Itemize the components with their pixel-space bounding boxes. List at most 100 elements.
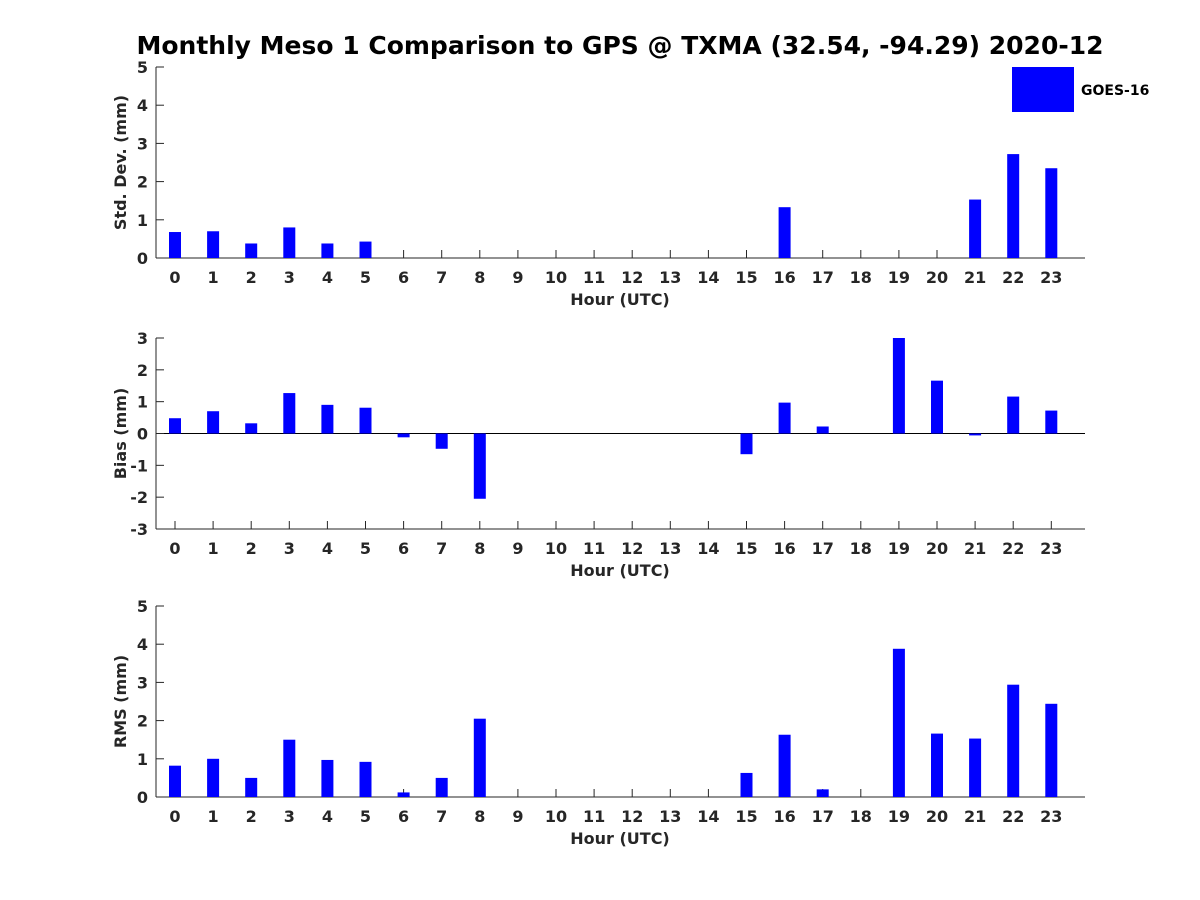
x-tick-label: 2 — [246, 539, 257, 558]
x-tick-label: 4 — [322, 268, 333, 287]
bar — [778, 402, 791, 434]
bar — [435, 433, 448, 449]
bar — [892, 648, 905, 797]
y-tick-label: 5 — [137, 58, 148, 77]
x-tick-label: 10 — [545, 807, 567, 826]
bar — [283, 739, 296, 797]
x-tick-label: 17 — [812, 807, 834, 826]
bar — [1045, 410, 1058, 434]
x-axis-label: Hour (UTC) — [570, 561, 670, 580]
x-tick-label: 15 — [735, 807, 757, 826]
bar — [359, 761, 372, 797]
x-tick-label: 16 — [773, 539, 795, 558]
x-tick-label: 20 — [926, 807, 948, 826]
x-tick-label: 14 — [697, 268, 719, 287]
x-tick-label: 23 — [1040, 807, 1062, 826]
bar — [931, 733, 943, 797]
x-tick-label: 0 — [169, 539, 180, 558]
x-tick-label: 0 — [169, 807, 180, 826]
chart-title: Monthly Meso 1 Comparison to GPS @ TXMA … — [136, 31, 1103, 60]
bar — [283, 227, 296, 258]
x-tick-label: 0 — [169, 268, 180, 287]
y-tick-label: 2 — [137, 361, 148, 380]
x-tick-label: 6 — [398, 807, 409, 826]
x-tick-label: 5 — [360, 268, 371, 287]
bar — [1045, 703, 1058, 797]
y-tick-label: 0 — [137, 788, 148, 807]
x-tick-label: 6 — [398, 268, 409, 287]
bar — [359, 241, 372, 258]
bar — [892, 338, 905, 434]
x-tick-label: 21 — [964, 539, 986, 558]
y-tick-label: 3 — [137, 329, 148, 348]
y-axis-label: RMS (mm) — [111, 655, 130, 748]
x-tick-label: 8 — [474, 539, 485, 558]
x-tick-label: 1 — [208, 268, 219, 287]
x-tick-label: 14 — [697, 539, 719, 558]
bar — [359, 407, 372, 434]
bar — [207, 411, 220, 434]
bar — [816, 789, 829, 797]
x-tick-label: 12 — [621, 807, 643, 826]
x-tick-label: 7 — [436, 539, 447, 558]
bar — [473, 433, 486, 499]
x-tick-label: 9 — [512, 807, 523, 826]
x-tick-label: 12 — [621, 268, 643, 287]
bar — [931, 380, 943, 434]
x-axis-label: Hour (UTC) — [570, 290, 670, 309]
x-tick-label: 11 — [583, 807, 605, 826]
x-tick-label: 7 — [436, 807, 447, 826]
x-tick-label: 21 — [964, 268, 986, 287]
x-tick-label: 14 — [697, 807, 719, 826]
y-tick-label: 2 — [137, 712, 148, 731]
x-tick-label: 11 — [583, 268, 605, 287]
x-tick-label: 8 — [474, 268, 485, 287]
x-tick-label: 17 — [812, 539, 834, 558]
bar — [473, 718, 486, 797]
x-tick-label: 10 — [545, 268, 567, 287]
bar — [778, 734, 791, 797]
legend-swatch — [1012, 67, 1074, 112]
bar — [321, 404, 334, 434]
bar — [169, 765, 181, 797]
bar — [969, 433, 982, 436]
x-tick-label: 10 — [545, 539, 567, 558]
bar — [1007, 154, 1020, 258]
x-tick-label: 7 — [436, 268, 447, 287]
bar — [169, 418, 181, 434]
x-tick-label: 2 — [246, 268, 257, 287]
y-axis-label: Bias (mm) — [111, 388, 130, 480]
bar — [969, 199, 982, 258]
x-tick-label: 22 — [1002, 807, 1024, 826]
x-tick-label: 1 — [208, 807, 219, 826]
y-tick-label: -3 — [130, 520, 148, 539]
x-tick-label: 4 — [322, 807, 333, 826]
x-tick-label: 23 — [1040, 268, 1062, 287]
y-tick-label: 5 — [137, 597, 148, 616]
y-axis-label: Std. Dev. (mm) — [111, 95, 130, 230]
x-tick-label: 23 — [1040, 539, 1062, 558]
y-tick-label: 1 — [137, 211, 148, 230]
x-tick-label: 13 — [659, 539, 681, 558]
x-tick-label: 1 — [208, 539, 219, 558]
x-tick-label: 3 — [284, 268, 295, 287]
x-tick-label: 18 — [850, 539, 872, 558]
x-axis-label: Hour (UTC) — [570, 829, 670, 848]
x-tick-label: 20 — [926, 268, 948, 287]
x-tick-label: 5 — [360, 807, 371, 826]
y-tick-label: 3 — [137, 134, 148, 153]
y-tick-label: 4 — [137, 635, 148, 654]
x-tick-label: 6 — [398, 539, 409, 558]
bar — [207, 231, 220, 258]
x-tick-label: 22 — [1002, 268, 1024, 287]
bar — [321, 243, 334, 258]
bar — [1007, 684, 1020, 797]
bar — [816, 426, 829, 434]
x-tick-label: 11 — [583, 539, 605, 558]
x-tick-label: 19 — [888, 268, 910, 287]
y-tick-label: 0 — [137, 425, 148, 444]
x-tick-label: 9 — [512, 539, 523, 558]
